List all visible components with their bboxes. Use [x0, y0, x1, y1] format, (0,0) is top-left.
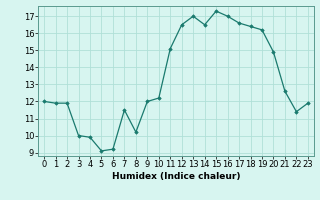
- X-axis label: Humidex (Indice chaleur): Humidex (Indice chaleur): [112, 172, 240, 181]
